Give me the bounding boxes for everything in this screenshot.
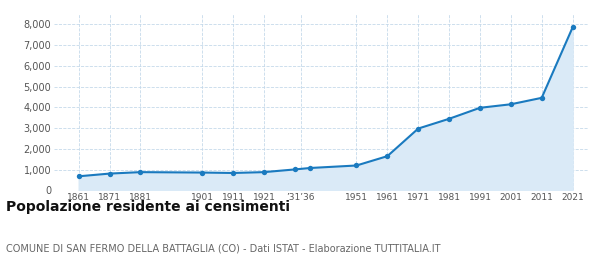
Point <box>413 126 423 131</box>
Text: COMUNE DI SAN FERMO DELLA BATTAGLIA (CO) - Dati ISTAT - Elaborazione TUTTITALIA.: COMUNE DI SAN FERMO DELLA BATTAGLIA (CO)… <box>6 244 440 254</box>
Point <box>506 102 515 106</box>
Point <box>74 174 83 179</box>
Text: Popolazione residente ai censimenti: Popolazione residente ai censimenti <box>6 200 290 214</box>
Point <box>105 171 115 176</box>
Point <box>259 170 269 174</box>
Point <box>383 154 392 158</box>
Point <box>475 106 485 110</box>
Point <box>290 167 299 172</box>
Point <box>228 171 238 175</box>
Point <box>568 25 577 30</box>
Point <box>444 116 454 121</box>
Point <box>305 166 315 170</box>
Point <box>352 163 361 168</box>
Point <box>537 95 547 100</box>
Point <box>197 170 207 175</box>
Point <box>136 170 145 174</box>
